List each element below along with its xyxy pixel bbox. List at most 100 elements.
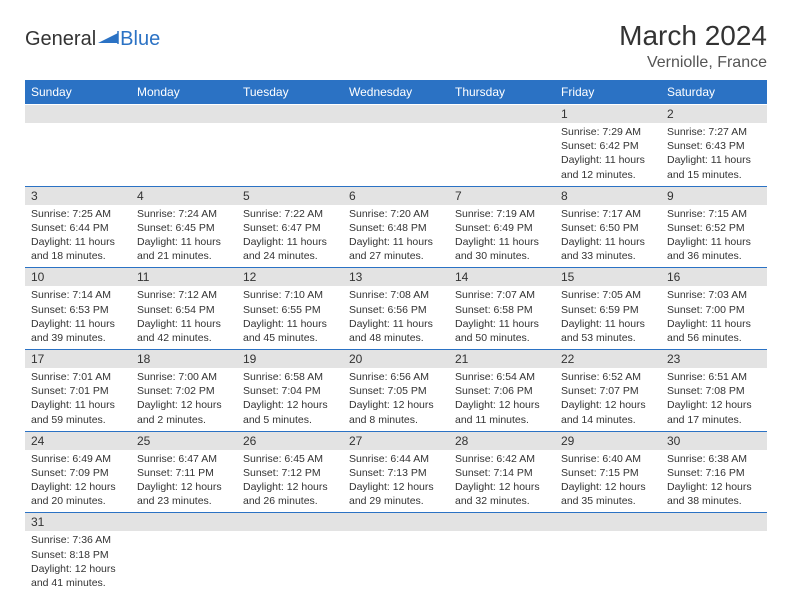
day-number-cell: 30	[661, 431, 767, 450]
day-data-cell: Sunrise: 7:10 AMSunset: 6:55 PMDaylight:…	[237, 286, 343, 349]
day-data-cell	[449, 531, 555, 594]
day-data-cell: Sunrise: 7:24 AMSunset: 6:45 PMDaylight:…	[131, 205, 237, 268]
daylight-text-2: and 5 minutes.	[243, 413, 337, 427]
day-number-cell: 10	[25, 268, 131, 287]
daylight-text-2: and 50 minutes.	[455, 331, 549, 345]
daylight-text-2: and 26 minutes.	[243, 494, 337, 508]
day-number-cell: 18	[131, 350, 237, 369]
sunset-text: Sunset: 7:11 PM	[137, 466, 231, 480]
sunset-text: Sunset: 7:08 PM	[667, 384, 761, 398]
day-data-cell	[343, 531, 449, 594]
sunset-text: Sunset: 7:12 PM	[243, 466, 337, 480]
daylight-text-1: Daylight: 12 hours	[455, 398, 549, 412]
day-data-cell: Sunrise: 7:20 AMSunset: 6:48 PMDaylight:…	[343, 205, 449, 268]
dow-header-cell: Monday	[131, 80, 237, 105]
daylight-text-1: Daylight: 12 hours	[137, 480, 231, 494]
day-data-cell	[449, 123, 555, 186]
sunrise-text: Sunrise: 6:52 AM	[561, 370, 655, 384]
daylight-text-2: and 29 minutes.	[349, 494, 443, 508]
day-number-cell: 1	[555, 105, 661, 124]
dow-header-cell: Saturday	[661, 80, 767, 105]
day-data-cell: Sunrise: 6:38 AMSunset: 7:16 PMDaylight:…	[661, 450, 767, 513]
day-data-row: Sunrise: 7:01 AMSunset: 7:01 PMDaylight:…	[25, 368, 767, 431]
sunrise-text: Sunrise: 7:00 AM	[137, 370, 231, 384]
sunrise-text: Sunrise: 6:42 AM	[455, 452, 549, 466]
sunrise-text: Sunrise: 7:19 AM	[455, 207, 549, 221]
day-data-cell	[343, 123, 449, 186]
day-data-cell: Sunrise: 6:45 AMSunset: 7:12 PMDaylight:…	[237, 450, 343, 513]
day-number-cell: 27	[343, 431, 449, 450]
daylight-text-2: and 45 minutes.	[243, 331, 337, 345]
daylight-text-2: and 30 minutes.	[455, 249, 549, 263]
sunset-text: Sunset: 6:43 PM	[667, 139, 761, 153]
day-data-cell: Sunrise: 6:49 AMSunset: 7:09 PMDaylight:…	[25, 450, 131, 513]
day-number-cell: 14	[449, 268, 555, 287]
dow-header-cell: Wednesday	[343, 80, 449, 105]
day-data-row: Sunrise: 7:14 AMSunset: 6:53 PMDaylight:…	[25, 286, 767, 349]
day-number-cell	[343, 513, 449, 532]
day-data-cell: Sunrise: 7:27 AMSunset: 6:43 PMDaylight:…	[661, 123, 767, 186]
calendar-table: SundayMondayTuesdayWednesdayThursdayFrid…	[25, 80, 767, 594]
daylight-text-2: and 56 minutes.	[667, 331, 761, 345]
day-number-cell: 28	[449, 431, 555, 450]
sunrise-text: Sunrise: 6:40 AM	[561, 452, 655, 466]
daylight-text-2: and 42 minutes.	[137, 331, 231, 345]
day-data-cell: Sunrise: 7:14 AMSunset: 6:53 PMDaylight:…	[25, 286, 131, 349]
day-number-cell	[25, 105, 131, 124]
day-number-cell: 23	[661, 350, 767, 369]
logo-flag-icon	[98, 29, 120, 50]
sunset-text: Sunset: 6:47 PM	[243, 221, 337, 235]
day-number-row: 3456789	[25, 186, 767, 205]
sunset-text: Sunset: 8:18 PM	[31, 548, 125, 562]
sunrise-text: Sunrise: 7:27 AM	[667, 125, 761, 139]
sunset-text: Sunset: 7:06 PM	[455, 384, 549, 398]
sunset-text: Sunset: 6:49 PM	[455, 221, 549, 235]
daylight-text-1: Daylight: 11 hours	[561, 235, 655, 249]
sunset-text: Sunset: 6:56 PM	[349, 303, 443, 317]
title-block: March 2024 Verniolle, France	[619, 20, 767, 72]
day-data-cell: Sunrise: 6:56 AMSunset: 7:05 PMDaylight:…	[343, 368, 449, 431]
day-data-cell: Sunrise: 7:17 AMSunset: 6:50 PMDaylight:…	[555, 205, 661, 268]
day-number-cell: 24	[25, 431, 131, 450]
daylight-text-1: Daylight: 12 hours	[243, 480, 337, 494]
day-data-cell: Sunrise: 7:15 AMSunset: 6:52 PMDaylight:…	[661, 205, 767, 268]
daylight-text-1: Daylight: 12 hours	[561, 480, 655, 494]
daylight-text-2: and 14 minutes.	[561, 413, 655, 427]
day-data-cell: Sunrise: 6:54 AMSunset: 7:06 PMDaylight:…	[449, 368, 555, 431]
day-number-cell	[661, 513, 767, 532]
location-label: Verniolle, France	[619, 54, 767, 72]
day-number-cell: 15	[555, 268, 661, 287]
sunset-text: Sunset: 7:01 PM	[31, 384, 125, 398]
sunrise-text: Sunrise: 7:36 AM	[31, 533, 125, 547]
day-data-cell: Sunrise: 6:47 AMSunset: 7:11 PMDaylight:…	[131, 450, 237, 513]
day-data-cell: Sunrise: 7:03 AMSunset: 7:00 PMDaylight:…	[661, 286, 767, 349]
sunset-text: Sunset: 6:42 PM	[561, 139, 655, 153]
sunset-text: Sunset: 7:16 PM	[667, 466, 761, 480]
day-number-cell: 2	[661, 105, 767, 124]
day-number-cell: 4	[131, 186, 237, 205]
day-data-cell	[555, 531, 661, 594]
day-number-cell: 29	[555, 431, 661, 450]
daylight-text-2: and 39 minutes.	[31, 331, 125, 345]
day-number-cell: 9	[661, 186, 767, 205]
daylight-text-2: and 33 minutes.	[561, 249, 655, 263]
daylight-text-1: Daylight: 12 hours	[667, 480, 761, 494]
sunrise-text: Sunrise: 6:45 AM	[243, 452, 337, 466]
day-data-cell: Sunrise: 7:07 AMSunset: 6:58 PMDaylight:…	[449, 286, 555, 349]
day-data-cell: Sunrise: 6:52 AMSunset: 7:07 PMDaylight:…	[555, 368, 661, 431]
daylight-text-2: and 27 minutes.	[349, 249, 443, 263]
sunrise-text: Sunrise: 6:47 AM	[137, 452, 231, 466]
daylight-text-2: and 17 minutes.	[667, 413, 761, 427]
daylight-text-1: Daylight: 12 hours	[455, 480, 549, 494]
page-title: March 2024	[619, 20, 767, 52]
sunset-text: Sunset: 7:15 PM	[561, 466, 655, 480]
sunset-text: Sunset: 7:07 PM	[561, 384, 655, 398]
daylight-text-1: Daylight: 11 hours	[455, 317, 549, 331]
daylight-text-2: and 36 minutes.	[667, 249, 761, 263]
sunset-text: Sunset: 7:09 PM	[31, 466, 125, 480]
day-data-cell: Sunrise: 7:00 AMSunset: 7:02 PMDaylight:…	[131, 368, 237, 431]
sunrise-text: Sunrise: 6:56 AM	[349, 370, 443, 384]
daylight-text-1: Daylight: 11 hours	[31, 235, 125, 249]
daylight-text-1: Daylight: 11 hours	[243, 235, 337, 249]
daylight-text-2: and 59 minutes.	[31, 413, 125, 427]
